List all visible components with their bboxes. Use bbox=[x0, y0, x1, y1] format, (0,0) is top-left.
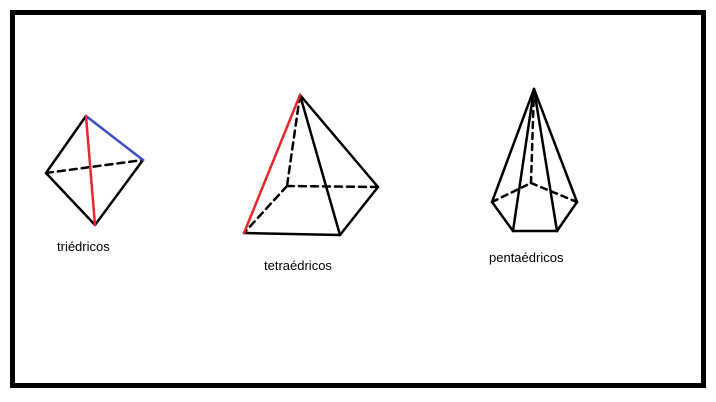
pentaedro-lateral-edge bbox=[490, 87, 536, 204]
tetraedro-lateral-edge bbox=[298, 93, 342, 237]
triedro-edge bbox=[44, 171, 97, 227]
pentaedro-lateral-edge bbox=[532, 87, 579, 204]
triedro-highlight-red-edge bbox=[84, 114, 97, 227]
tetraedro-figure bbox=[242, 93, 380, 237]
pentaedro-lateral-edge bbox=[532, 87, 559, 233]
tetraedro-base-edge bbox=[242, 231, 342, 237]
triedro-highlight-blue-edge bbox=[84, 114, 145, 162]
pentaedro-figure bbox=[490, 87, 579, 233]
tetraedro-hidden-edge bbox=[285, 184, 380, 189]
pentaedricos-label: pentaédricos bbox=[489, 250, 564, 265]
triedricos-label: triédricos bbox=[57, 239, 110, 254]
pentaedro-base-edge bbox=[555, 200, 579, 233]
tetraedro-hidden-edge bbox=[242, 184, 289, 235]
triedro-edge bbox=[93, 158, 145, 227]
pentaedro-base-edge bbox=[490, 200, 515, 233]
pentaedro-hidden-edge bbox=[490, 181, 533, 204]
triedro-figure bbox=[44, 114, 145, 227]
pentaedro-hidden-edge bbox=[529, 181, 579, 204]
diagram-frame bbox=[10, 10, 706, 388]
tetraedro-lateral-edge bbox=[298, 93, 380, 189]
tetraedro-highlight-red-edge bbox=[242, 93, 302, 235]
tetraedro-base-edge bbox=[338, 185, 380, 237]
tetraedro-hidden-edge bbox=[285, 93, 302, 188]
triedro-edge bbox=[44, 114, 88, 175]
pentaedro-hidden-edge bbox=[529, 87, 536, 185]
pentaedro-lateral-edge bbox=[511, 87, 536, 233]
tetraedricos-label: tetraédricos bbox=[264, 258, 332, 273]
triedro-hidden-edge bbox=[44, 158, 145, 175]
